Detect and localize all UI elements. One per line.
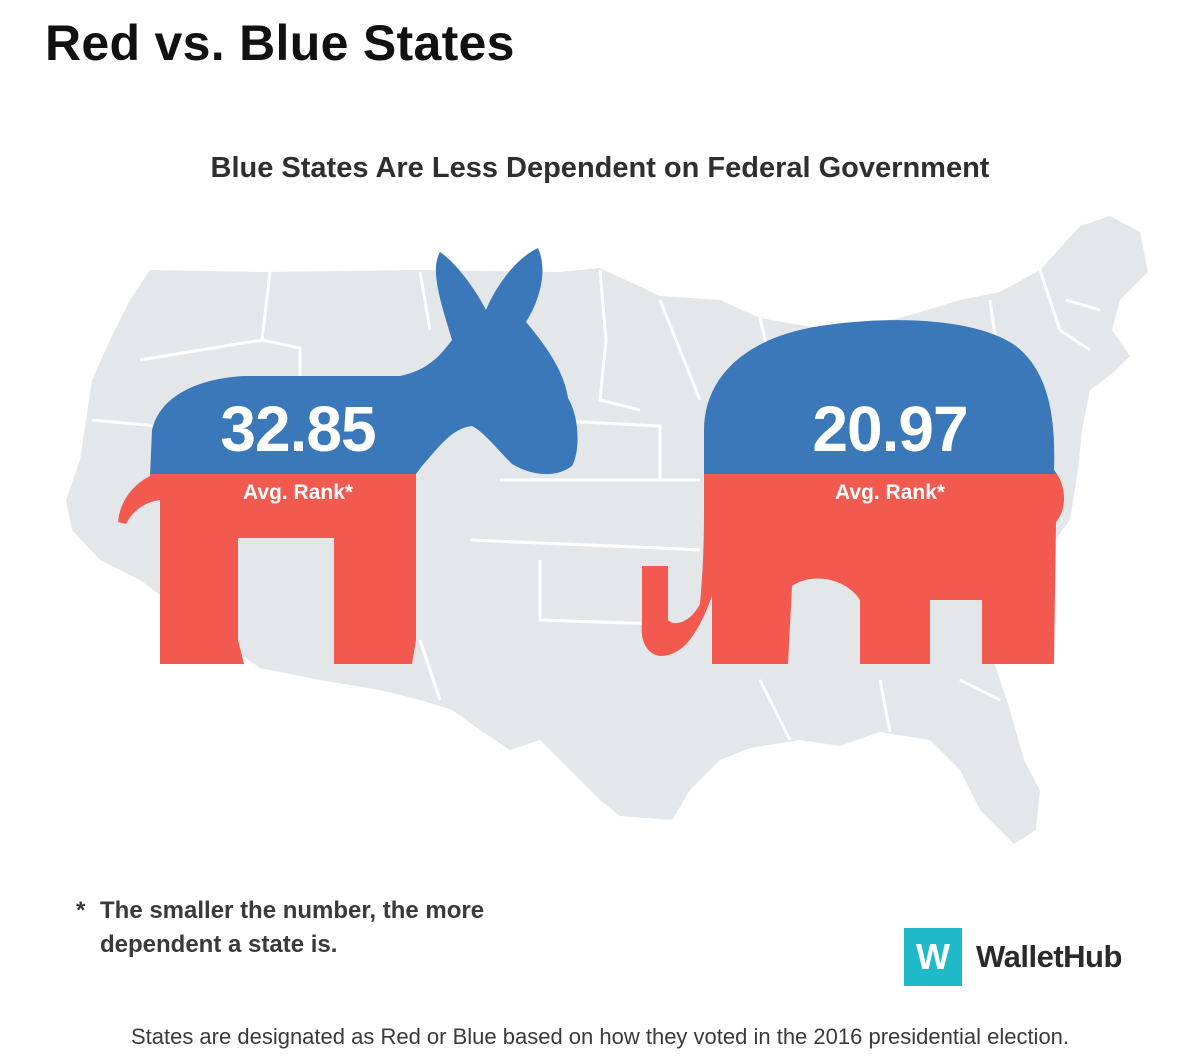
red-states-avg-rank-value: 20.97: [812, 393, 968, 465]
blue-states-avg-rank-label: Avg. Rank*: [242, 481, 354, 504]
wallethub-logo-name: WalletHub: [976, 939, 1122, 974]
footnote-line-1: The smaller the number, the more: [100, 897, 485, 924]
blue-states-avg-rank-value: 32.85: [220, 393, 376, 465]
infographic-title: Blue States Are Less Dependent on Federa…: [210, 152, 990, 184]
page-title: Red vs. Blue States: [45, 15, 515, 71]
page-caption: States are designated as Red or Blue bas…: [130, 1024, 1070, 1049]
footnote-marker: *: [76, 897, 86, 924]
footnote-line-2: dependent a state is.: [100, 931, 338, 958]
footnote: * The smaller the number, the more depend…: [76, 894, 484, 962]
wallethub-logo: W WalletHub: [904, 928, 1122, 986]
red-states-avg-rank-label: Avg. Rank*: [834, 481, 946, 504]
wallethub-logo-mark: W: [904, 928, 962, 986]
